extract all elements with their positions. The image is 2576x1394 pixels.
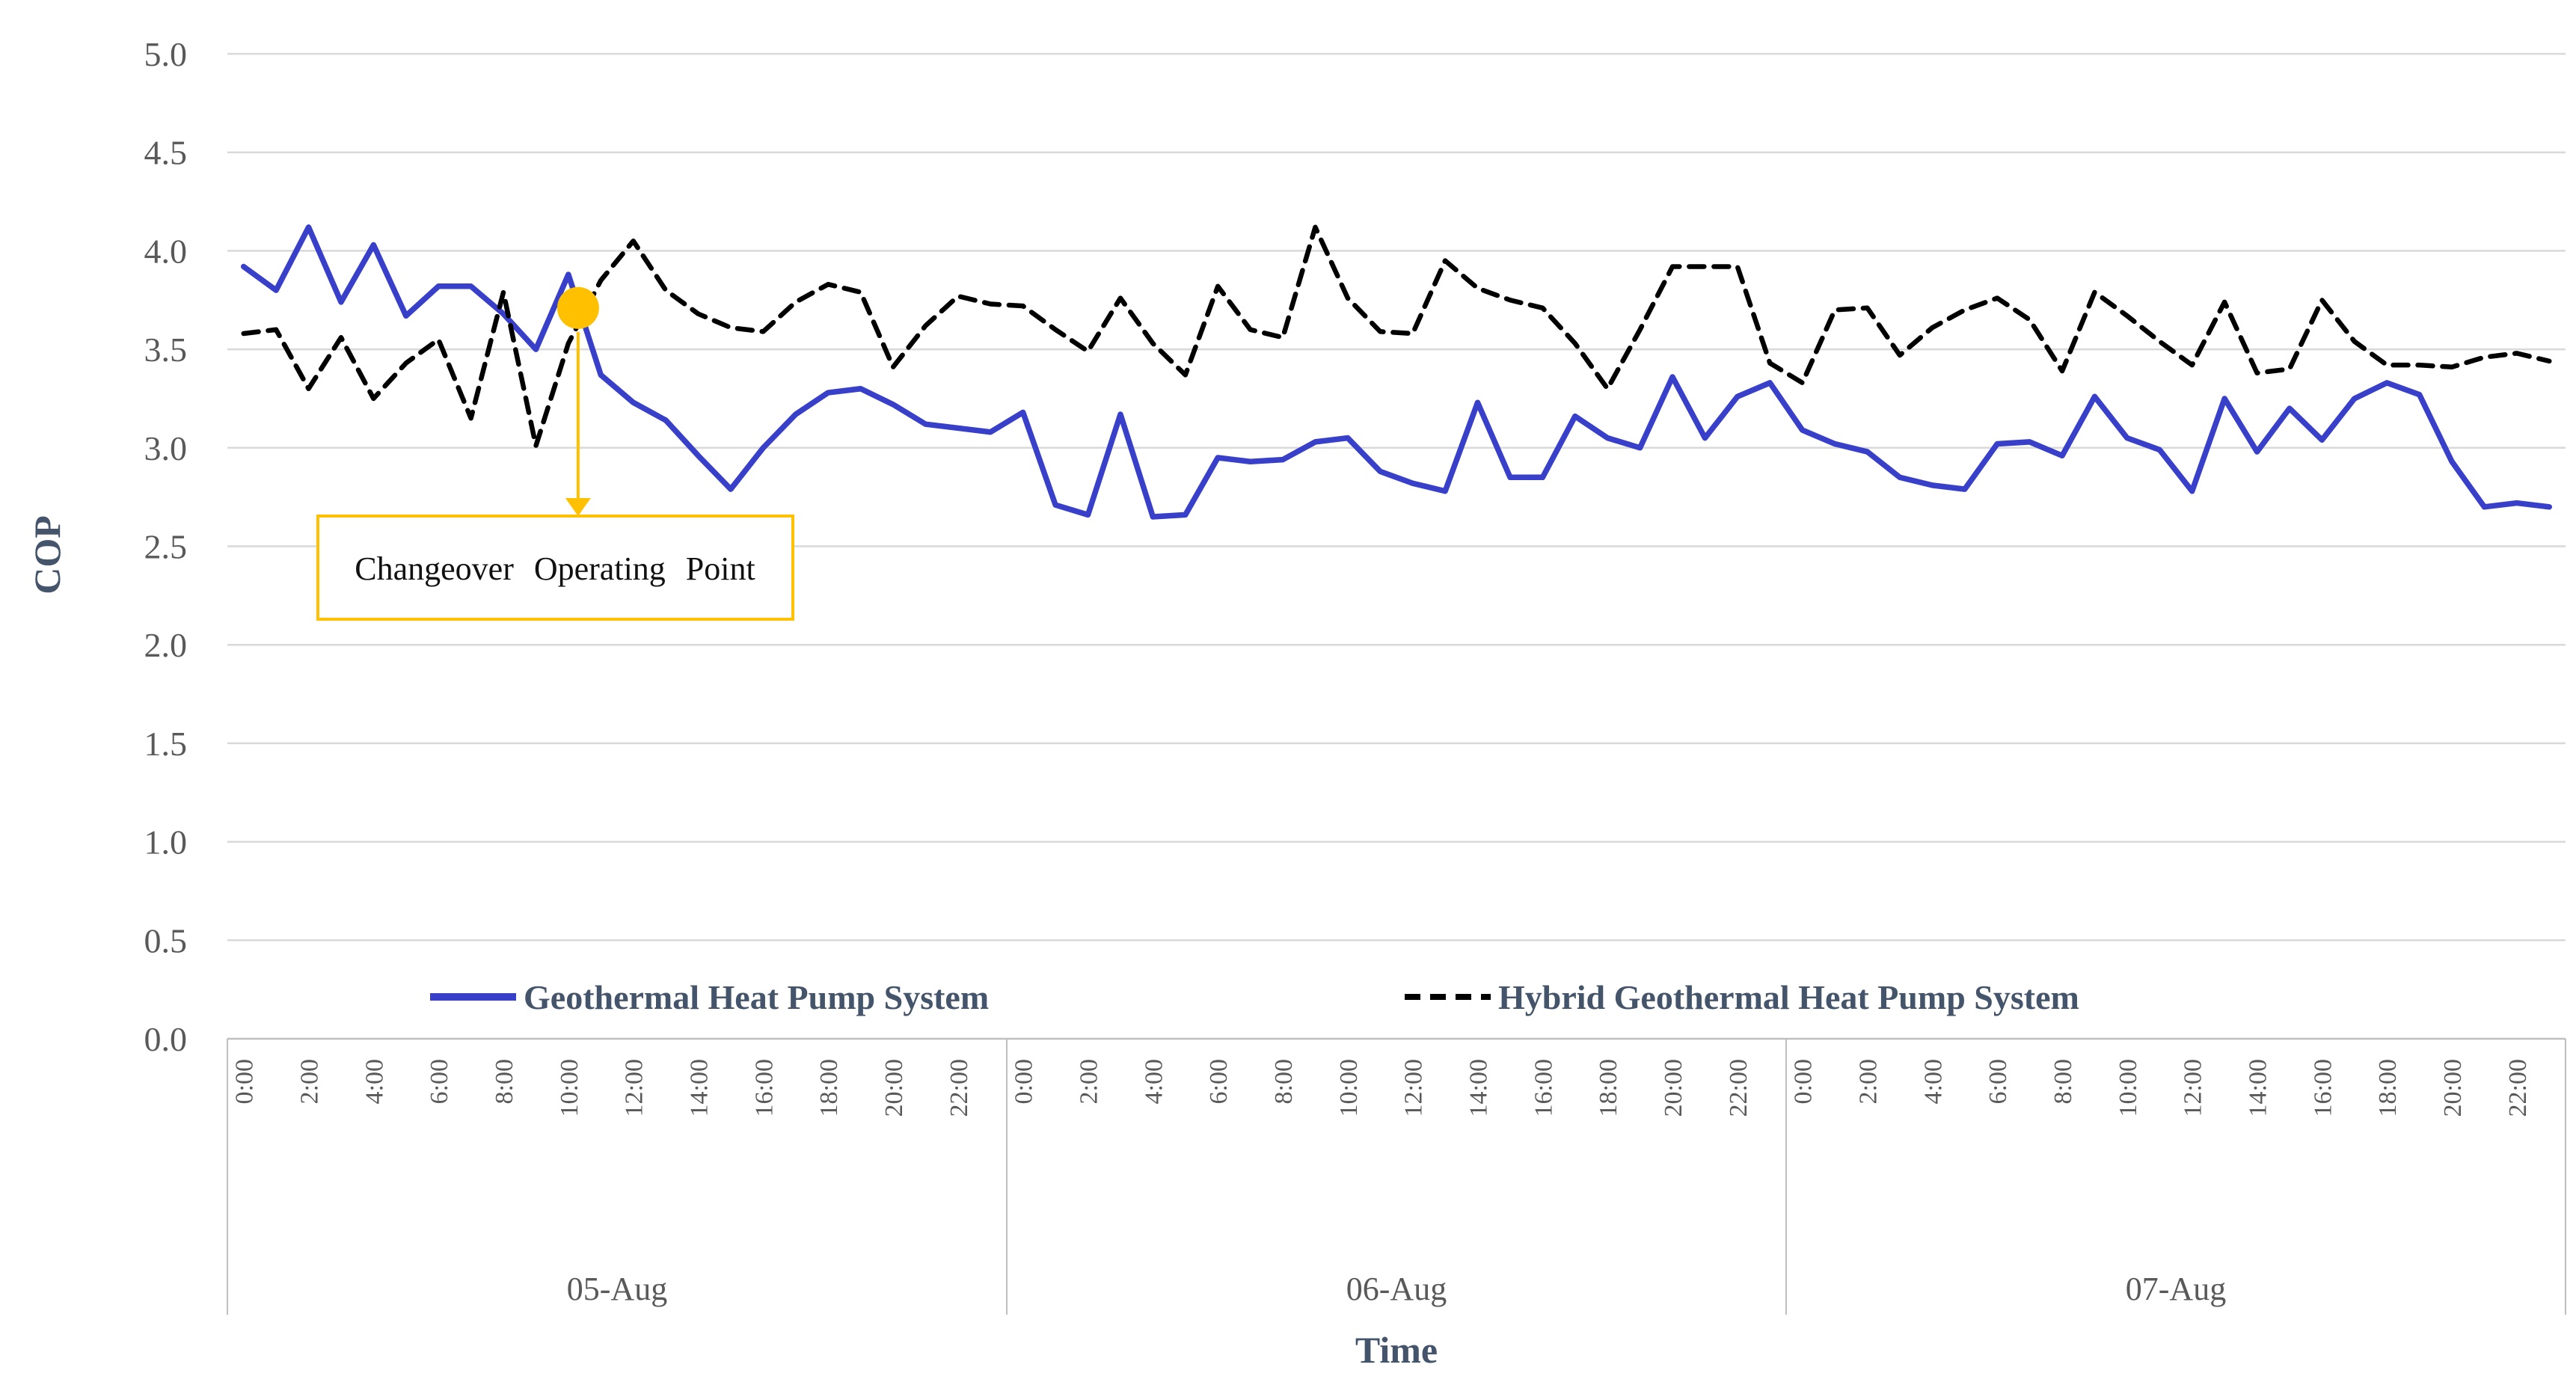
- legend-item-geothermal: Geothermal Heat Pump System: [430, 978, 989, 1016]
- x-tick-label: 22:00: [945, 1059, 973, 1117]
- x-tick-label: 20:00: [1660, 1059, 1687, 1117]
- y-tick-label: 1.5: [144, 725, 188, 763]
- x-tick-label: 16:00: [1530, 1059, 1557, 1117]
- changeover-arrowhead: [565, 498, 591, 516]
- changeover-marker: [556, 286, 599, 329]
- y-tick-label: 4.5: [144, 134, 188, 172]
- x-tick-label: 0:00: [1011, 1059, 1038, 1104]
- y-tick-label: 3.5: [144, 331, 188, 369]
- geothermal-series-line: [240, 224, 2553, 520]
- legend-label-geothermal: Geothermal Heat Pump System: [524, 978, 989, 1016]
- legend-item-hybrid: Hybrid Geothermal Heat Pump System: [1405, 978, 2079, 1016]
- x-tick-label: 4:00: [361, 1059, 388, 1104]
- x-tick-label: 10:00: [2115, 1059, 2142, 1117]
- y-tick-label: 5.0: [144, 35, 188, 73]
- x-tick-label: 18:00: [2374, 1059, 2402, 1117]
- x-tick-label: 12:00: [621, 1059, 648, 1117]
- x-tick-label: 14:00: [686, 1059, 714, 1117]
- y-tick-label: 0.0: [144, 1020, 188, 1058]
- y-tick-label: 2.5: [144, 528, 188, 566]
- x-tick-label: 8:00: [491, 1059, 518, 1104]
- x-tick-label: 6:00: [1984, 1059, 2012, 1104]
- x-tick-label: 16:00: [750, 1059, 778, 1117]
- y-tick-label: 1.0: [144, 823, 188, 862]
- x-tick-label: 2:00: [1855, 1059, 1883, 1104]
- day-label: 06-Aug: [1346, 1271, 1447, 1307]
- annotation-box: [316, 515, 794, 621]
- plot-gridlines: [227, 52, 2566, 1040]
- x-tick-label: 8:00: [1270, 1059, 1298, 1104]
- day-separators: [227, 1039, 2566, 1315]
- x-tick-label: 0:00: [1790, 1059, 1818, 1104]
- x-tick-label: 0:00: [231, 1059, 259, 1104]
- x-tick-label: 22:00: [1725, 1059, 1752, 1117]
- y-tick-label: 2.0: [144, 626, 188, 664]
- x-tick-label: 4:00: [1919, 1059, 1947, 1104]
- y-tick-label: 3.0: [144, 429, 188, 467]
- legend-label-hybrid: Hybrid Geothermal Heat Pump System: [1498, 978, 2079, 1016]
- x-tick-label: 14:00: [1465, 1059, 1493, 1117]
- day-label: 07-Aug: [2126, 1271, 2226, 1307]
- x-tick-label: 20:00: [2439, 1059, 2467, 1117]
- x-tick-label: 2:00: [1076, 1059, 1103, 1104]
- x-tick-label: 12:00: [2180, 1059, 2207, 1117]
- x-tick-label: 6:00: [426, 1059, 453, 1104]
- x-tick-label: 10:00: [556, 1059, 583, 1117]
- hybrid-series-line: [241, 224, 2552, 449]
- x-tick-label: 10:00: [1335, 1059, 1363, 1117]
- legend: Geothermal Heat Pump System Hybrid Geoth…: [430, 978, 2079, 1016]
- x-tick-label: 18:00: [815, 1059, 843, 1117]
- y-axis-title: COP: [26, 515, 68, 595]
- x-tick-label: 12:00: [1400, 1059, 1428, 1117]
- y-tick-label: 0.5: [144, 921, 188, 959]
- x-tick-label: 18:00: [1595, 1059, 1622, 1117]
- x-tick-label: 14:00: [2245, 1059, 2272, 1117]
- day-label: 05-Aug: [567, 1271, 667, 1307]
- x-tick-label: 6:00: [1205, 1059, 1233, 1104]
- x-tick-label: 22:00: [2504, 1059, 2532, 1117]
- x-tick-label: 16:00: [2309, 1059, 2337, 1117]
- y-tick-label: 4.0: [144, 232, 188, 270]
- x-tick-label: 4:00: [1140, 1059, 1168, 1104]
- annotation-label: Changeover Operating Point: [355, 550, 755, 587]
- day-labels: 05-Aug 06-Aug 07-Aug: [567, 1271, 2226, 1307]
- changeover-annotation: Changeover Operating Point: [316, 286, 794, 621]
- y-axis-tick-labels: 0.0 0.5 1.0 1.5 2.0 2.5 3.0 3.5 4.0 4.5 5.0: [144, 35, 188, 1058]
- x-axis-tick-labels: 0:00 2:00 4:00 6:00 8:00 10:00 12:00 14:00 16:00…: [231, 1059, 2532, 1117]
- x-axis-title: Time: [1355, 1329, 1438, 1371]
- x-tick-label: 2:00: [296, 1059, 324, 1104]
- x-tick-label: 8:00: [2049, 1059, 2077, 1104]
- x-tick-label: 20:00: [880, 1059, 908, 1117]
- series-lines: [240, 224, 2553, 520]
